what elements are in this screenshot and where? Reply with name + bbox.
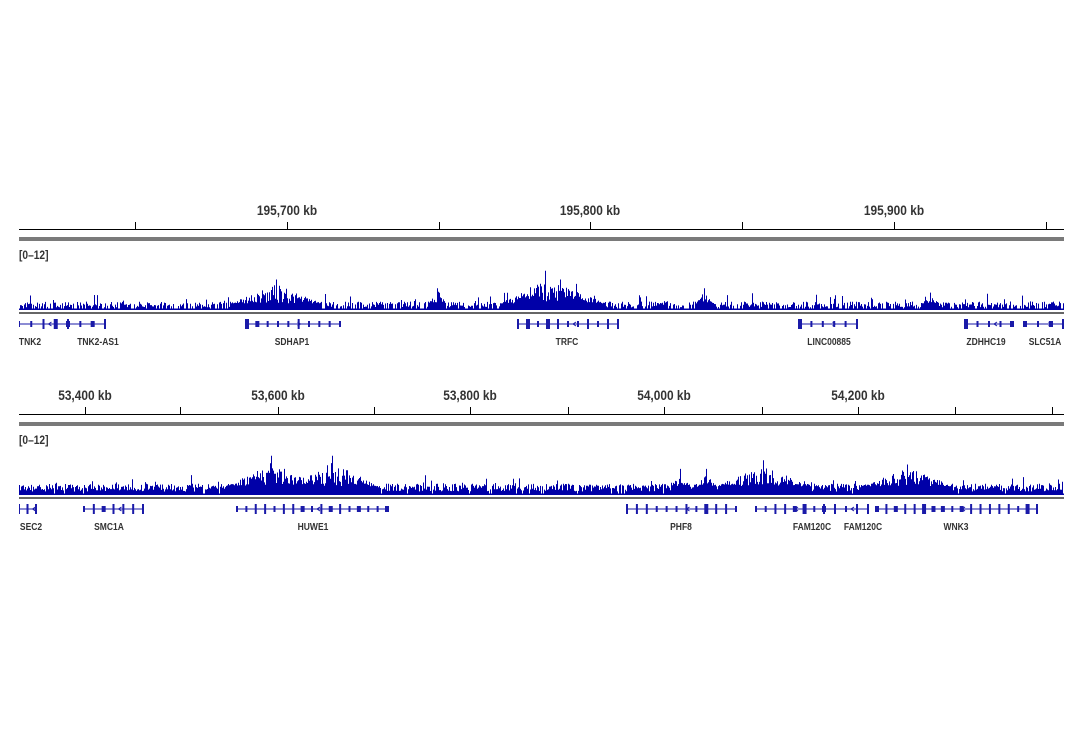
gene-model-linc00885[interactable] — [798, 319, 858, 329]
gene-model-huwe1[interactable] — [236, 504, 389, 514]
ruler-tick-label: 54,000 kb — [637, 387, 691, 403]
gene-track[interactable] — [18, 502, 1064, 516]
genome-panel-1: 195,700 kb 195,800 kb 195,900 kb [0–12] TN… — [18, 200, 1066, 360]
ruler-tick — [858, 407, 859, 414]
gene-model-smc1a[interactable] — [83, 504, 144, 514]
gene-model-tnk2[interactable] — [18, 319, 69, 329]
gene-label: PHF8 — [670, 522, 692, 533]
gene-label: TRFC — [555, 337, 579, 348]
ruler-tick-label: 53,600 kb — [251, 387, 305, 403]
gene-model-trfc[interactable] — [517, 319, 619, 329]
ruler-tick-label: 53,800 kb — [443, 387, 497, 403]
gene-label: SEC2 — [19, 522, 43, 533]
gene-label: ZDHHC19 — [966, 337, 1006, 348]
data-range-label: [0–12] — [19, 433, 49, 447]
gene-label: TNK2-AS1 — [77, 337, 119, 348]
ruler-tick — [955, 407, 956, 414]
ruler-tick — [374, 407, 375, 414]
gene-models — [18, 504, 1038, 514]
ruler-tick — [1052, 407, 1053, 414]
gene-label: HUWE1 — [297, 522, 329, 533]
ruler-tick-label: 53,400 kb — [58, 387, 112, 403]
ruler-tick — [278, 407, 279, 414]
ruler-tick — [762, 407, 763, 414]
ruler-tick — [135, 222, 136, 229]
ruler-tick — [590, 222, 591, 229]
signal-bars — [19, 270, 1064, 310]
track-separator — [19, 312, 1064, 314]
ruler-tick — [439, 222, 440, 229]
gene-label: FAM120C — [792, 522, 832, 533]
ruler-tick — [1046, 222, 1047, 229]
gene-models — [18, 319, 1066, 329]
gene-label: WNK3 — [943, 522, 969, 533]
signal-bars — [19, 455, 1064, 495]
gene-label: FAM120C — [843, 522, 883, 533]
gene-label: SMC1A — [94, 522, 124, 533]
ruler-tick — [664, 407, 665, 414]
ruler-tick-label: 54,200 kb — [831, 387, 885, 403]
ruler-axis-line — [19, 414, 1064, 415]
ruler-tick — [742, 222, 743, 229]
gene-model-fam120c[interactable] — [755, 504, 825, 514]
ruler-tick-label: 195,700 kb — [256, 202, 318, 218]
ruler-tick — [180, 407, 181, 414]
ruler-tick — [287, 222, 288, 229]
gene-label: SDHAP1 — [274, 337, 310, 348]
ruler-tick-label: 195,900 kb — [863, 202, 925, 218]
gene-model-sdhap1[interactable] — [245, 319, 341, 329]
gene-model-slc51a[interactable] — [1023, 319, 1066, 329]
ruler-tick — [470, 407, 471, 414]
genome-panel-2: 53,400 kb 53,600 kb 53,800 kb 54,000 kb 54,2… — [18, 385, 1064, 545]
gene-model-phf8[interactable] — [626, 504, 737, 514]
signal-track[interactable] — [19, 255, 1064, 310]
gene-label: TNK2 — [18, 337, 42, 348]
ruler-tick — [894, 222, 895, 229]
ruler-tick-label: 195,800 kb — [559, 202, 621, 218]
ruler-tick — [568, 407, 569, 414]
gene-label: SLC51A — [1028, 337, 1062, 348]
data-range-label: [0–12] — [19, 248, 49, 262]
separator-bar — [19, 422, 1064, 426]
gene-model-fam120c[interactable] — [822, 504, 869, 514]
ruler-tick — [85, 407, 86, 414]
signal-track[interactable] — [19, 440, 1064, 495]
separator-bar — [19, 237, 1064, 241]
track-separator — [19, 497, 1064, 499]
gene-model-sec2[interactable] — [18, 504, 37, 514]
gene-track[interactable] — [18, 317, 1066, 331]
gene-model-zdhhc19[interactable] — [964, 319, 1014, 329]
ruler-axis-line — [19, 229, 1064, 230]
gene-model-wnk3[interactable] — [875, 504, 1038, 514]
gene-label: LINC00885 — [807, 337, 851, 348]
gene-model-tnk2-as1[interactable] — [66, 319, 106, 329]
